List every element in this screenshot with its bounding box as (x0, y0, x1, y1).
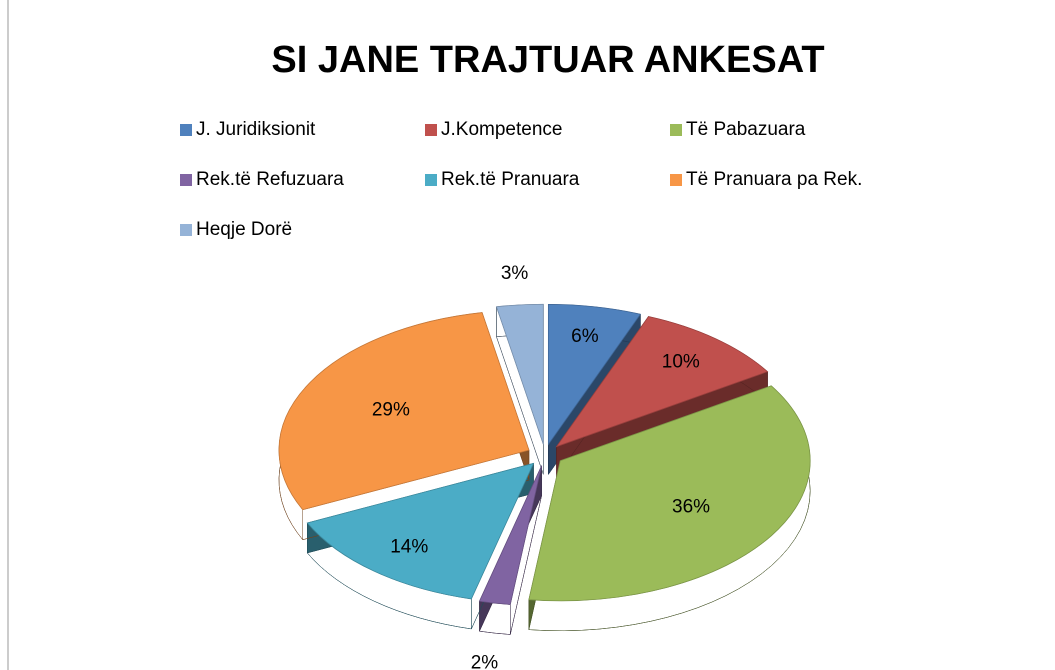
pie-slice (278, 312, 530, 511)
legend-swatch (180, 174, 192, 186)
legend-label: Rek.të Pranuara (441, 169, 580, 190)
chart-title: SI JANE TRAJTUAR ANKESAT (271, 39, 824, 81)
data-label: 6% (571, 326, 599, 347)
legend-swatch (180, 124, 192, 136)
legend-swatch (425, 124, 437, 136)
data-label: 3% (501, 263, 529, 284)
data-label: 2% (471, 652, 499, 670)
pie-slice (555, 316, 769, 448)
pie-slice (478, 465, 543, 605)
pie-slice (306, 462, 535, 600)
pie-slice (495, 303, 544, 445)
legend-label: Heqje Dorë (196, 219, 292, 240)
legend-label: Të Pabazuara (686, 119, 806, 140)
legend-label: J.Kompetence (441, 119, 562, 140)
data-label: 10% (662, 352, 700, 373)
legend-label: Të Pranuara pa Rek. (686, 169, 862, 190)
legend-swatch (670, 124, 682, 136)
pie-slice (528, 385, 811, 602)
data-label: 29% (372, 400, 410, 421)
legend-label: J. Juridiksionit (196, 119, 316, 140)
data-label: 14% (390, 536, 428, 557)
data-label: 36% (672, 496, 710, 517)
legend-swatch (670, 174, 682, 186)
legend-label: Rek.të Refuzuara (196, 169, 344, 190)
legend-swatch (425, 174, 437, 186)
pie-slice (547, 303, 642, 446)
legend-swatch (180, 224, 192, 236)
